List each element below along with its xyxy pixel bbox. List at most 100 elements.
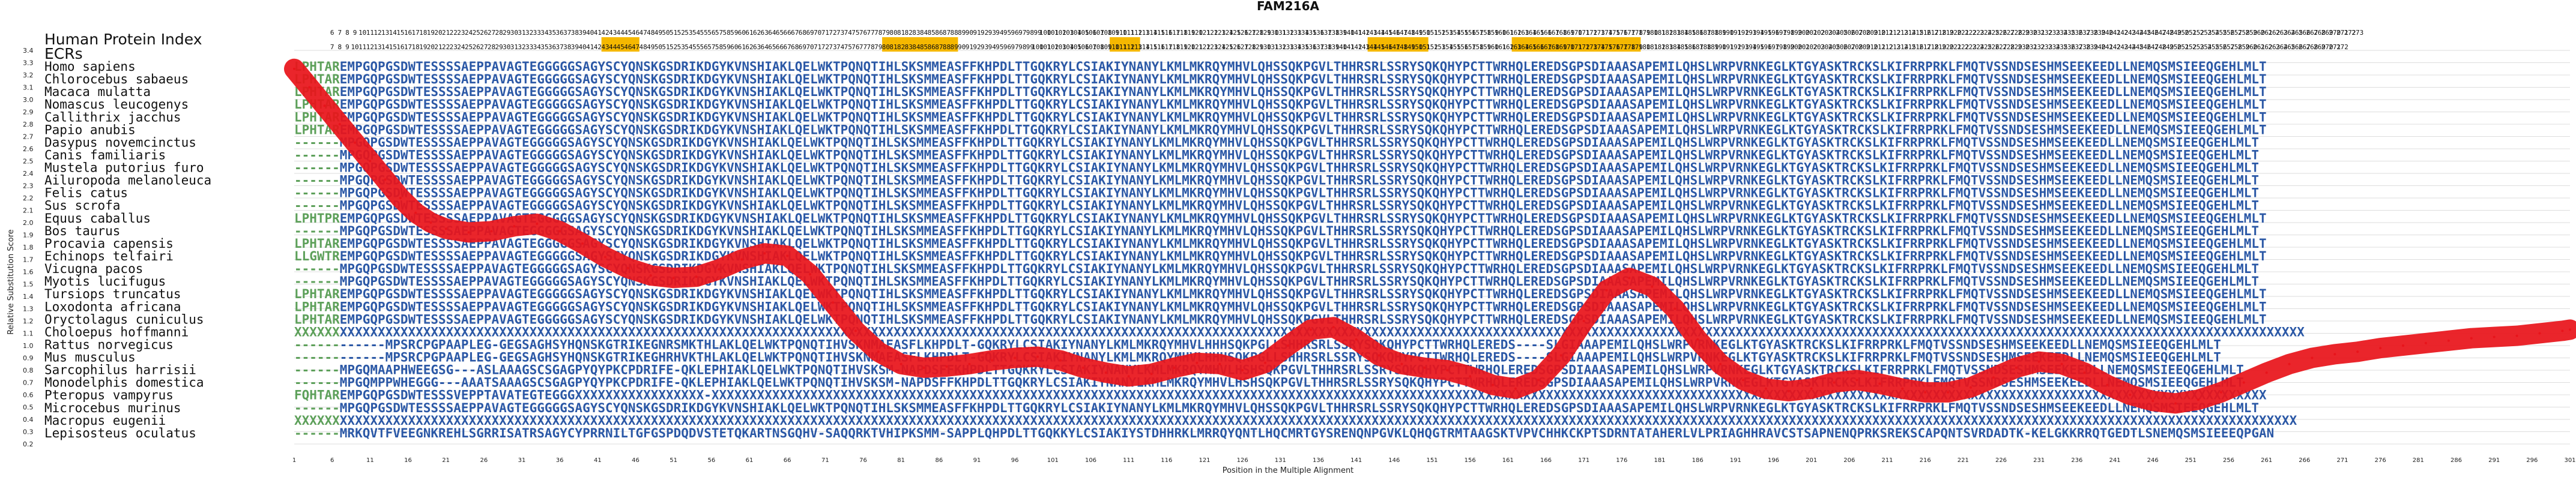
protein-index-number: 8	[345, 29, 349, 37]
protein-index-number: 49	[655, 29, 662, 37]
protein-index-number: 85	[928, 29, 936, 37]
protein-index-number: 30	[510, 29, 518, 37]
protein-index-number: 60	[738, 29, 746, 37]
protein-index-number: 75	[851, 29, 859, 37]
protein-index-number: 31	[518, 29, 525, 37]
ecr-index-number: 77	[859, 43, 867, 51]
ecr-index-number: 72	[821, 43, 829, 51]
ecr-index-number: 82	[897, 43, 905, 51]
protein-index-number: 25	[473, 29, 480, 37]
protein-index-number: 93	[988, 29, 996, 37]
ecr-index-number: 78	[867, 43, 875, 51]
protein-index-number: 48	[647, 29, 655, 37]
protein-index-number: 98	[1026, 29, 1034, 37]
ecr-index-number: 24	[457, 43, 465, 51]
ecr-index-number: 40	[578, 43, 586, 51]
ecr-index-number: 69	[799, 43, 806, 51]
ecr-index-number: 272	[2336, 43, 2348, 51]
residue: T	[2259, 122, 2267, 137]
ecr-index-number: 73	[829, 43, 836, 51]
ecr-index-number: 91	[966, 43, 973, 51]
ecr-index-number: 60	[730, 43, 738, 51]
ecr-index-number: 10	[351, 43, 358, 51]
ecr-index-number: 67	[784, 43, 791, 51]
ecr-index-number: 98	[1018, 43, 1026, 51]
ecr-index-number: 37	[556, 43, 564, 51]
protein-index-number: 54	[692, 29, 701, 37]
protein-index-number: 89	[958, 29, 966, 37]
ecr-index-number: 87	[935, 43, 943, 51]
protein-index-number: 14	[389, 29, 398, 37]
ecr-index-number: 46	[624, 43, 632, 51]
protein-index-number: 44	[617, 29, 625, 37]
protein-index-number: 40	[586, 29, 594, 37]
ecr-index-number: 14	[381, 43, 390, 51]
ecr-index-number: 97	[1011, 43, 1019, 51]
ecr-index-number: 95	[996, 43, 1003, 51]
ecr-index-number: 31	[510, 43, 518, 51]
protein-index-number: 74	[844, 29, 853, 37]
protein-index-number: 47	[639, 29, 647, 37]
protein-index-number: 57	[715, 29, 723, 37]
protein-index-number: 28	[495, 29, 503, 37]
ecr-index-number: 41	[586, 43, 594, 51]
protein-index-number: 61	[745, 29, 753, 37]
protein-index-number: 83	[912, 29, 920, 37]
ecr-index-number: 71	[814, 43, 821, 51]
ecr-index-number: 64	[761, 43, 769, 51]
ecr-index-number: 45	[617, 43, 624, 51]
protein-index-number: 11	[366, 29, 374, 37]
protein-index-number: 88	[950, 29, 958, 37]
ecr-index-number: 90	[958, 43, 966, 51]
protein-index-number: 62	[753, 29, 761, 37]
ecr-index-number: 65	[768, 43, 776, 51]
protein-index-number: 20	[434, 29, 442, 37]
ecr-index-number: 86	[928, 43, 936, 51]
ecr-index-number: 13	[373, 43, 381, 51]
protein-index-number: 94	[996, 29, 1004, 37]
ecr-index-number: 70	[806, 43, 814, 51]
ecr-index-number: 11	[358, 43, 366, 51]
protein-index-number: 7	[337, 29, 342, 37]
ecr-index-number: 21	[434, 43, 442, 51]
protein-index-number: 42	[601, 29, 609, 37]
ecr-index-number: 94	[988, 43, 997, 51]
ecr-index-number: 48	[639, 43, 647, 51]
ecr-index-number: 25	[465, 43, 473, 51]
chart-title: FAM216A	[1257, 0, 1319, 13]
protein-index-number: 81	[897, 29, 905, 37]
protein-index-number: 84	[920, 29, 928, 37]
protein-index-number: 43	[609, 29, 617, 37]
residue: T	[2259, 211, 2267, 226]
protein-index-number: 66	[784, 29, 791, 37]
ecr-index-number: 28	[488, 43, 495, 51]
ecr-index-number: 54	[685, 43, 693, 51]
ecr-index-number: 57	[707, 43, 715, 51]
species-label: Lepisosteus oculatus	[44, 426, 196, 440]
protein-index-number: 46	[632, 29, 639, 37]
ecr-index-number: 51	[662, 43, 670, 51]
ecr-index-number: 30	[503, 43, 510, 51]
protein-index-number: 86	[935, 29, 943, 37]
protein-index-number: 29	[503, 29, 510, 37]
protein-index-number: 22	[450, 29, 458, 37]
protein-index-number: 53	[685, 29, 692, 37]
ecr-index-number: 29	[495, 43, 503, 51]
ecr-index-number: 44	[609, 43, 617, 51]
protein-index-number: 45	[624, 29, 632, 37]
protein-index-number: 79	[882, 29, 890, 37]
protein-index-number: 17	[412, 29, 420, 37]
protein-index-number: 10	[358, 29, 366, 37]
protein-index-number: 23	[457, 29, 465, 37]
residue: T	[2259, 249, 2267, 263]
ecr-index-number: 9	[345, 43, 349, 51]
protein-index-number: 59	[730, 29, 738, 37]
ecr-index-number: 35	[540, 43, 548, 51]
ecr-index-number: 62	[745, 43, 753, 51]
ecr-index-number: 19	[419, 43, 427, 51]
protein-index-number: 67	[791, 29, 799, 37]
protein-index-number: 78	[874, 29, 882, 37]
protein-index-number: 37	[563, 29, 571, 37]
protein-index-number: 21	[442, 29, 450, 37]
